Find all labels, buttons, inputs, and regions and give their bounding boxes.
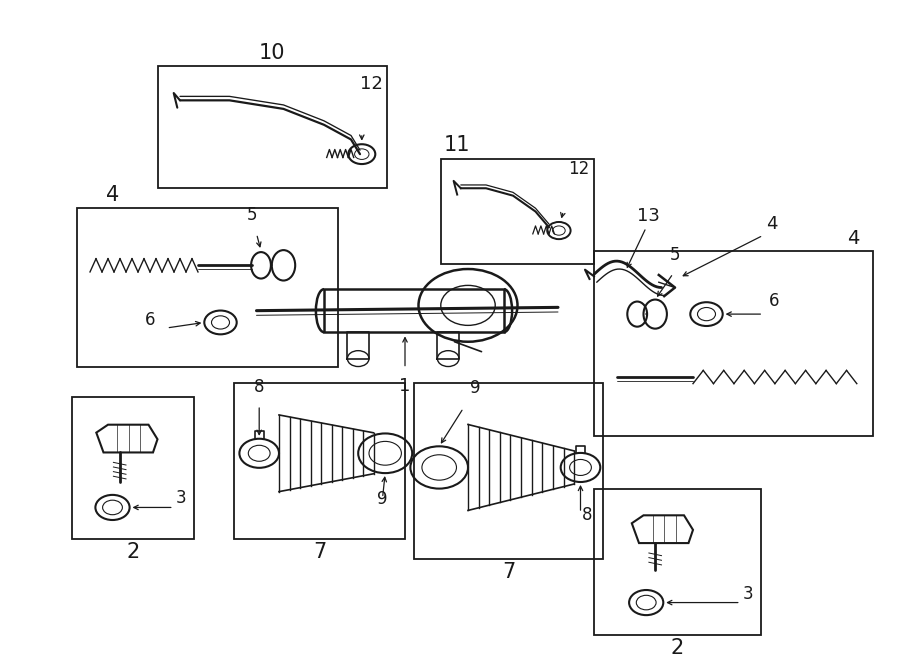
- Text: 9: 9: [470, 379, 481, 397]
- Bar: [441, 159, 594, 264]
- Text: 10: 10: [259, 43, 285, 63]
- Text: 2: 2: [126, 542, 140, 562]
- Bar: [76, 208, 338, 367]
- Bar: [414, 383, 603, 559]
- Bar: [594, 251, 873, 436]
- Text: 4: 4: [767, 215, 778, 233]
- Text: 8: 8: [581, 506, 592, 524]
- Bar: [234, 383, 405, 539]
- Text: 6: 6: [145, 311, 156, 329]
- Text: 13: 13: [636, 207, 660, 225]
- Text: 4: 4: [847, 229, 860, 248]
- Bar: [72, 397, 194, 539]
- Text: 9: 9: [377, 490, 388, 508]
- Text: 7: 7: [313, 542, 326, 562]
- Text: 8: 8: [254, 378, 265, 396]
- Text: 12: 12: [360, 75, 382, 93]
- Text: 12: 12: [568, 160, 590, 178]
- Text: 7: 7: [502, 562, 515, 582]
- Bar: [324, 290, 504, 332]
- Text: 11: 11: [444, 136, 471, 155]
- Text: 5: 5: [670, 246, 680, 264]
- Text: 4: 4: [106, 185, 119, 205]
- Text: 5: 5: [247, 206, 257, 224]
- Bar: [594, 489, 760, 635]
- Text: 3: 3: [176, 489, 186, 508]
- Text: 6: 6: [769, 292, 779, 311]
- Text: 2: 2: [670, 638, 684, 658]
- Text: 3: 3: [742, 584, 753, 603]
- Text: 1: 1: [400, 377, 410, 395]
- Bar: [158, 66, 387, 188]
